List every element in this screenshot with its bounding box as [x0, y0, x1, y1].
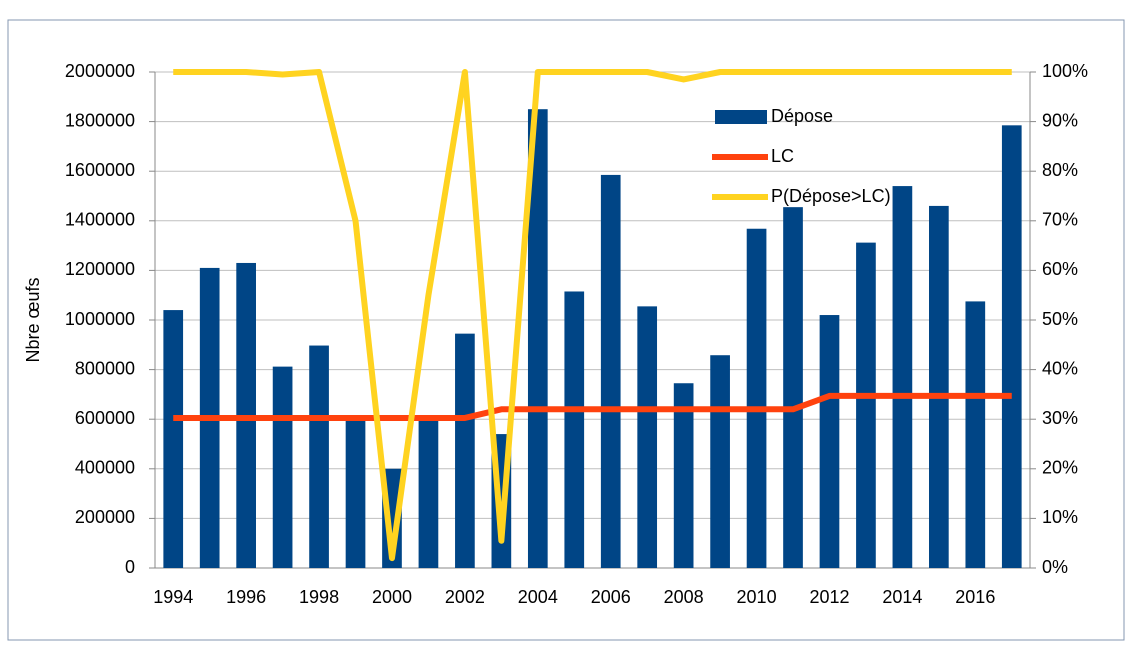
x-tick-label: 2002 — [445, 587, 485, 607]
x-tick-label: 1998 — [299, 587, 339, 607]
bar — [892, 186, 913, 568]
legend-label: P(Dépose>LC) — [771, 186, 891, 206]
bar — [746, 228, 767, 568]
bar — [527, 109, 548, 568]
chart-border — [7, 19, 1125, 641]
y2-tick-label: 80% — [1042, 160, 1078, 180]
y2-tick-label: 70% — [1042, 210, 1078, 230]
y2-tick-label: 90% — [1042, 110, 1078, 130]
y2-tick-label: 50% — [1042, 309, 1078, 329]
x-tick-label: 2010 — [737, 587, 777, 607]
bar — [856, 242, 876, 568]
y-tick-label: 1400000 — [65, 210, 135, 230]
y2-tick-label: 30% — [1042, 408, 1078, 428]
x-tick-label: 2016 — [955, 587, 995, 607]
y-tick-label: 1000000 — [65, 309, 135, 329]
bar — [637, 306, 658, 568]
bar — [673, 383, 694, 568]
y2-tick-label: 10% — [1042, 507, 1078, 527]
y-tick-label: 1200000 — [65, 259, 135, 279]
y-axis-title: Nbre œufs — [23, 277, 43, 362]
y-tick-label: 2000000 — [65, 61, 135, 81]
bar — [163, 310, 184, 568]
x-tick-label: 2008 — [664, 587, 704, 607]
y-tick-label: 1600000 — [65, 160, 135, 180]
x-tick-label: 2000 — [372, 587, 412, 607]
x-tick-label: 1996 — [226, 587, 266, 607]
y-tick-label: 400000 — [75, 458, 135, 478]
y-tick-label: 600000 — [75, 408, 135, 428]
bar — [455, 333, 475, 568]
y-tick-label: 0 — [125, 557, 135, 577]
x-tick-label: 1994 — [153, 587, 193, 607]
bar — [272, 366, 293, 568]
bar — [710, 355, 730, 568]
bar — [929, 205, 949, 569]
y2-tick-label: 40% — [1042, 358, 1078, 378]
bar — [309, 345, 329, 568]
y-tick-label: 1800000 — [65, 110, 135, 130]
bar — [783, 207, 803, 568]
bar — [819, 315, 840, 568]
legend-label: Dépose — [771, 106, 833, 126]
y2-tick-label: 20% — [1042, 458, 1078, 478]
y2-tick-label: 60% — [1042, 259, 1078, 279]
y-tick-label: 800000 — [75, 358, 135, 378]
bar — [1001, 125, 1022, 568]
bar — [564, 291, 585, 568]
legend-swatch — [715, 110, 767, 124]
bar — [600, 174, 621, 569]
line — [173, 392, 1012, 421]
y-tick-label: 200000 — [75, 507, 135, 527]
bar — [418, 419, 439, 568]
x-tick-label: 2006 — [591, 587, 631, 607]
legend-label: LC — [771, 146, 794, 166]
bar — [965, 301, 986, 568]
y2-tick-label: 100% — [1042, 61, 1088, 81]
y2-tick-label: 0% — [1042, 557, 1068, 577]
x-tick-label: 2004 — [518, 587, 558, 607]
bar — [345, 417, 366, 568]
x-tick-label: 2012 — [809, 587, 849, 607]
line — [173, 69, 1012, 562]
x-tick-label: 2014 — [882, 587, 922, 607]
